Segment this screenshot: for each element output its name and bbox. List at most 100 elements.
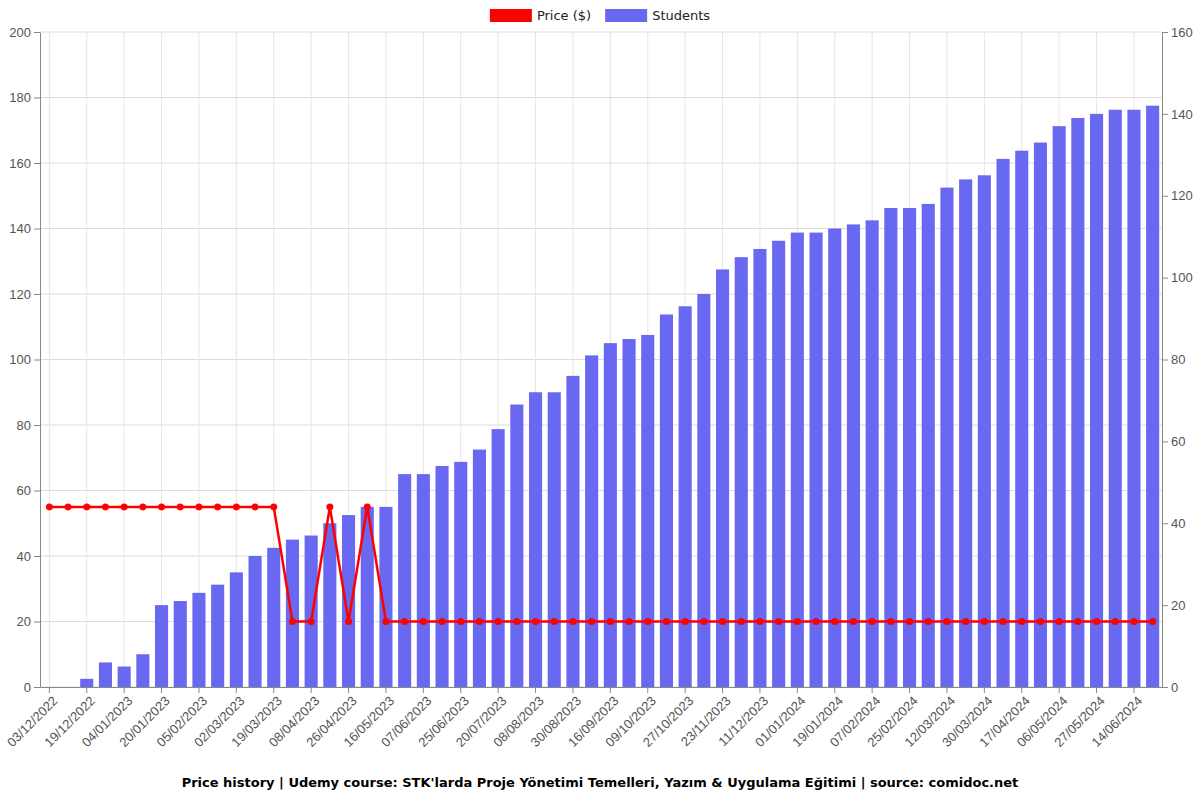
bar [697,294,710,687]
legend-item: Students [605,8,710,23]
bar [473,450,486,687]
tick-mark [909,687,910,693]
marker [364,503,371,510]
tick-mark [535,687,536,693]
tick: 0 [24,680,40,695]
marker [981,618,988,625]
tick: 20 [1162,598,1185,613]
bar [1109,110,1122,687]
bar [884,208,897,687]
grid-line [40,228,1162,229]
bar [1034,143,1047,687]
tick-label: 140 [1171,107,1193,122]
bar [641,335,654,687]
tick: 40 [1162,516,1185,531]
bar [417,474,430,687]
marker [214,503,221,510]
tick: 140 [1162,107,1193,122]
bar [940,188,953,687]
marker [139,503,146,510]
tick: 100 [1162,270,1193,285]
tick-label: 160 [9,156,31,171]
marker [345,618,352,625]
marker [177,503,184,510]
tick: 14/06/2024 [1089,687,1146,750]
title: Price history | Udemy course: STK'larda … [182,775,1019,790]
tick-mark [1133,687,1134,693]
bar [604,343,617,687]
tick-mark [946,687,947,693]
marker [65,503,72,510]
y-axis: 020406080100120140160180200 [9,25,40,695]
marker [1018,618,1025,625]
legend-label: Price ($) [537,8,591,23]
marker [1093,618,1100,625]
grid-line [40,490,1162,491]
bar [267,548,280,687]
tick: 200 [9,25,40,40]
tick-mark [685,687,686,693]
grid-line [40,687,1162,688]
bar [585,355,598,687]
tick-mark [34,163,40,164]
legend-swatch [490,9,532,22]
bar [192,593,205,687]
marker [1112,618,1119,625]
tick-label: 0 [1171,680,1178,695]
tick-label: 60 [17,483,31,498]
marker [813,618,820,625]
tick-mark [1162,523,1168,524]
tick-mark [1021,687,1022,693]
marker [158,503,165,510]
tick-label: 0 [24,680,31,695]
marker [831,618,838,625]
bar [529,392,542,687]
bar [454,462,467,687]
grid-line [40,425,1162,426]
marker [270,503,277,510]
bar [566,376,579,687]
legend-swatch [605,9,647,22]
marker [233,503,240,510]
tick-mark [34,98,40,99]
marker [588,618,595,625]
marker [46,503,53,510]
tick-mark [647,687,648,693]
tick-mark [161,687,162,693]
tick: 80 [1162,352,1185,367]
tick-mark [273,687,274,693]
tick-mark [1162,196,1168,197]
grid-line [40,32,1162,33]
tick: 160 [1162,25,1193,40]
bar [211,585,224,687]
bar [1053,126,1066,687]
marker [1074,618,1081,625]
axis-line [41,687,1163,688]
bar [286,540,299,687]
marker [850,618,857,625]
marker [719,618,726,625]
bar [922,204,935,687]
tick-label: 120 [1171,188,1193,203]
marker [439,618,446,625]
marker [252,503,259,510]
tick: 80 [17,418,40,433]
marker [532,618,539,625]
tick-mark [759,687,760,693]
marker [569,618,576,625]
tick-mark [572,687,573,693]
marker [607,618,614,625]
marker [476,618,483,625]
bar [323,523,336,687]
tick-mark [348,687,349,693]
marker [700,618,707,625]
tick-mark [1162,114,1168,115]
tick: 60 [17,483,40,498]
tick: 160 [9,156,40,171]
marker [121,503,128,510]
tick-mark [34,687,40,688]
bar [510,405,523,687]
marker [962,618,969,625]
tick-label: 80 [17,418,31,433]
bar [492,429,505,687]
